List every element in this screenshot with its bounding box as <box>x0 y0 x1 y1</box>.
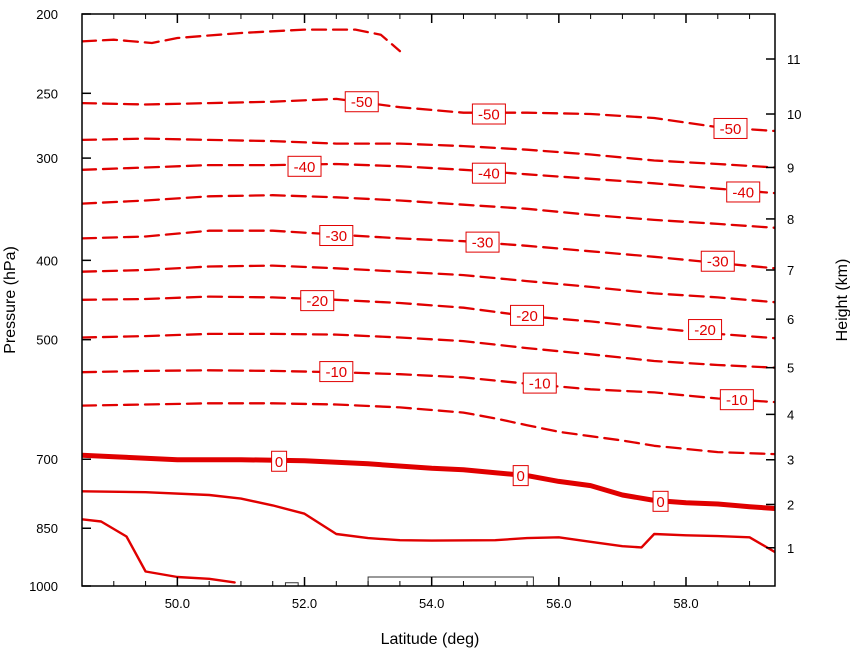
svg-text:-20: -20 <box>516 308 538 325</box>
svg-text:-20: -20 <box>306 293 328 310</box>
right-tick-label: 4 <box>787 407 794 422</box>
svg-text:-10: -10 <box>529 376 551 393</box>
contour-line-m35 <box>82 194 775 229</box>
contour-label: 0 <box>271 450 288 472</box>
right-tick-label: 8 <box>787 212 794 227</box>
contour-line-m45 <box>82 137 775 169</box>
right-tick-label: 2 <box>787 497 794 512</box>
y-tick-label: 500 <box>36 333 58 348</box>
svg-text:0: 0 <box>656 494 664 511</box>
contour-label: -50 <box>344 91 379 113</box>
contour-line-m20 <box>82 295 775 340</box>
contour-label: -20 <box>300 290 335 312</box>
svg-text:0: 0 <box>275 454 283 471</box>
right-tick-label: 10 <box>787 107 801 122</box>
contour-label: -30 <box>700 250 735 272</box>
contour-label: -50 <box>471 103 506 125</box>
right-tick-label: 1 <box>787 541 794 556</box>
y-tick-label: 400 <box>36 253 58 268</box>
x-axis-title: Latitude (deg) <box>381 631 480 648</box>
contour-line-0 <box>82 452 775 511</box>
right-axis-title: Height (km) <box>834 259 850 342</box>
contour-label: -30 <box>319 225 354 247</box>
contour-label: 0 <box>652 490 669 512</box>
y-tick-label: 1000 <box>29 579 58 594</box>
contour-line-m50 <box>82 97 775 133</box>
contour-line-m15 <box>82 332 775 369</box>
contour-line-m25 <box>82 264 775 304</box>
y-axis-title: Pressure (hPa) <box>2 246 19 354</box>
contour-label: -10 <box>719 389 754 411</box>
contour-line-m30 <box>82 229 775 270</box>
svg-text:-40: -40 <box>732 184 754 201</box>
right-tick-label: 11 <box>787 52 801 67</box>
contour-label: -40 <box>471 162 506 184</box>
x-tick-label: 52.0 <box>292 596 317 611</box>
x-tick-label: 54.0 <box>419 596 444 611</box>
y-tick-label: 850 <box>36 521 58 536</box>
x-tick-label: 56.0 <box>546 596 571 611</box>
svg-text:0: 0 <box>517 468 525 485</box>
contour-label: -20 <box>688 319 723 341</box>
contour-label: -50 <box>713 117 748 139</box>
svg-text:-30: -30 <box>472 235 494 252</box>
svg-text:-20: -20 <box>694 322 716 339</box>
contour-label: -20 <box>510 304 545 326</box>
y-tick-label: 200 <box>36 7 58 22</box>
svg-text:-10: -10 <box>726 392 748 409</box>
right-tick-label: 9 <box>787 160 794 175</box>
contour-line-m5 <box>82 402 775 456</box>
contour-line-5 <box>82 490 775 554</box>
svg-text:-10: -10 <box>325 364 347 381</box>
svg-text:-50: -50 <box>351 94 373 111</box>
right-tick-label: 5 <box>787 361 794 376</box>
contour-line-m10 <box>82 369 775 404</box>
svg-text:-30: -30 <box>325 228 347 245</box>
contour-line-10 <box>82 518 236 584</box>
contour-label: -30 <box>465 231 500 253</box>
terrain-outline-1 <box>367 576 534 586</box>
x-tick-label: 50.0 <box>165 596 190 611</box>
svg-text:-50: -50 <box>720 121 742 138</box>
contour-labels: -50 -50 -50 -40 -40 -40 -30 -30 -30 -20 -20 -20 -10 -… <box>271 91 761 512</box>
svg-text:-40: -40 <box>478 166 500 183</box>
svg-text:-30: -30 <box>707 254 729 271</box>
right-tick-label: 7 <box>787 263 794 278</box>
y-tick-label: 300 <box>36 151 58 166</box>
contour-label: -10 <box>319 361 354 383</box>
contour-label: -40 <box>726 181 761 203</box>
right-tick-label: 3 <box>787 453 794 468</box>
plot-frame <box>81 13 776 587</box>
contour-label: 0 <box>512 465 529 487</box>
contour-label: -40 <box>287 155 322 177</box>
contour-line-m60 <box>82 28 402 53</box>
axes: 50.0 52.0 54.0 56.0 58.020025030040050070085… <box>29 7 801 611</box>
svg-text:-40: -40 <box>294 159 316 176</box>
svg-text:-50: -50 <box>478 107 500 124</box>
terrain-outline-0 <box>284 582 299 586</box>
y-tick-label: 700 <box>36 452 58 467</box>
contour-line-m40 <box>82 162 775 195</box>
contour-label: -10 <box>522 372 557 394</box>
y-tick-label: 250 <box>36 86 58 101</box>
right-tick-label: 6 <box>787 312 794 327</box>
x-tick-label: 58.0 <box>673 596 698 611</box>
